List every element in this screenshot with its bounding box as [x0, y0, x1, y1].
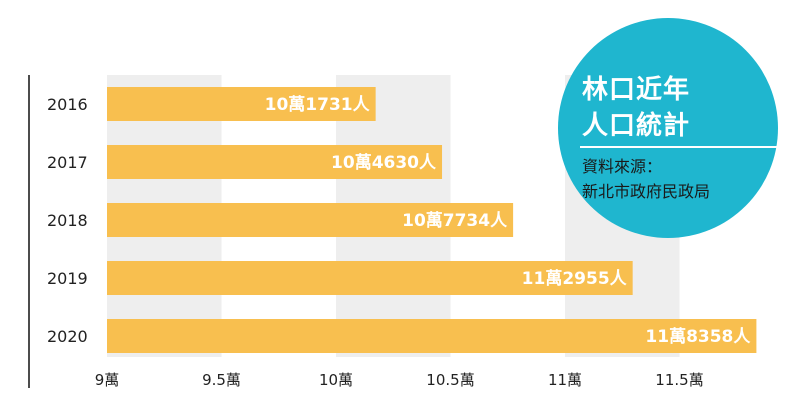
x-tick-label: 11.5萬: [655, 371, 703, 389]
bar-value-label-2019: 11萬2955人: [522, 268, 628, 289]
x-tick-label: 10.5萬: [426, 371, 474, 389]
badge-title-line-1: 林口近年: [582, 74, 690, 105]
bar-value-label-2018: 10萬7734人: [402, 210, 508, 231]
bar-value-label-2016: 10萬1731人: [265, 94, 371, 115]
badge-source-line-1: 資料來源：: [582, 157, 662, 176]
badge-title-line-2: 人口統計: [582, 110, 690, 141]
bar-2016: [107, 87, 376, 121]
bar-value-label-2017: 10萬4630人: [331, 152, 437, 173]
badge-source-line-2: 新北市政府民政局: [582, 182, 710, 201]
year-label-2017: 2017: [47, 153, 88, 172]
title-badge: 林口近年 人口統計 資料來源： 新北市政府民政局: [558, 18, 780, 238]
x-tick-label: 9萬: [95, 371, 120, 389]
bar-2017: [107, 145, 443, 179]
bar-2018: [107, 203, 514, 237]
year-label-2020: 2020: [47, 327, 88, 346]
bar-2020: [107, 319, 757, 353]
x-tick-label: 11萬: [548, 371, 582, 389]
bar-value-label-2020: 11萬8358人: [645, 326, 751, 347]
bar-2019: [107, 261, 633, 295]
year-label-2019: 2019: [47, 269, 88, 288]
year-label-2018: 2018: [47, 211, 88, 230]
x-tick-label: 9.5萬: [202, 371, 241, 389]
title-badge-circle: [558, 18, 778, 238]
year-label-2016: 2016: [47, 95, 88, 114]
x-tick-label: 10萬: [319, 371, 353, 389]
